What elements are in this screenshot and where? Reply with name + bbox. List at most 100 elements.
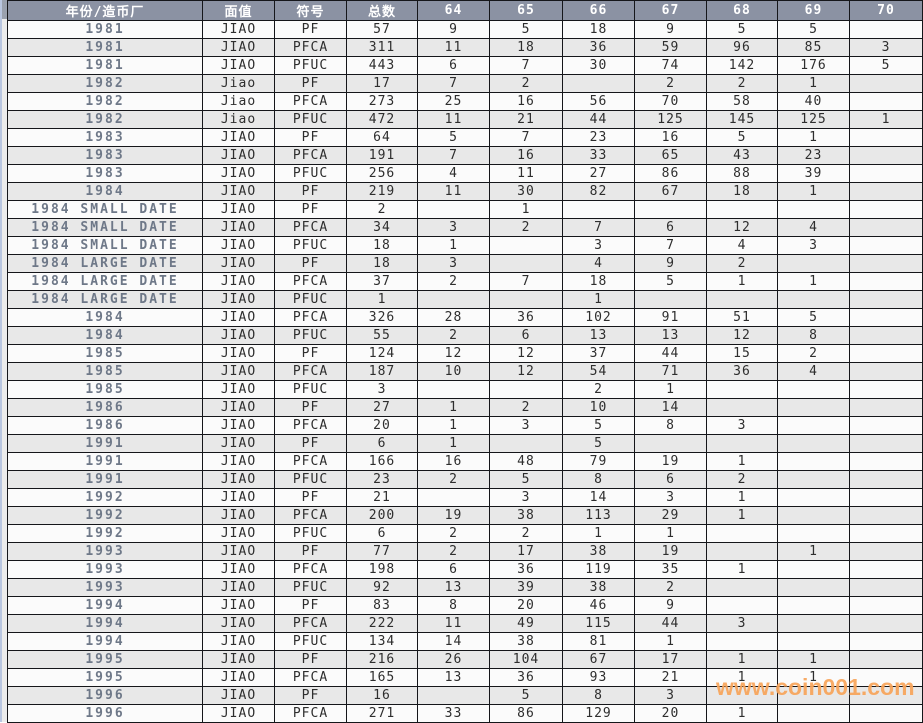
cell-total: 216 — [346, 650, 418, 669]
cell-65: 48 — [489, 452, 563, 471]
cell-69 — [777, 380, 850, 399]
cell-67: 5 — [634, 272, 707, 291]
col-header-year-mint: 年份/造币厂 — [7, 0, 203, 21]
col-header-grade-68: 68 — [706, 0, 778, 21]
cell-symbol: PF — [274, 182, 347, 201]
cell-67 — [634, 290, 707, 309]
cell-total: 27 — [346, 398, 418, 417]
cell-70 — [849, 218, 923, 237]
cell-denomination: JIAO — [202, 218, 275, 237]
cell-67: 3 — [634, 488, 707, 507]
cell-69: 1 — [777, 542, 850, 561]
table-row: 1986 JIAO PF 27 1 2 10 14 — [7, 398, 923, 417]
cell-70 — [849, 434, 923, 453]
cell-66: 8 — [562, 686, 635, 705]
cell-denomination: JIAO — [202, 668, 275, 687]
cell-symbol: PFUC — [274, 326, 347, 345]
cell-denomination: JIAO — [202, 380, 275, 399]
cell-69: 2 — [777, 344, 850, 363]
table-row: 1983 JIAO PFCA 191 7 16 33 65 43 23 — [7, 146, 923, 165]
cell-symbol: PFUC — [274, 578, 347, 597]
cell-total: 18 — [346, 254, 418, 273]
cell-67: 1 — [634, 380, 707, 399]
cell-69: 4 — [777, 362, 850, 381]
cell-67: 59 — [634, 38, 707, 57]
cell-66: 67 — [562, 650, 635, 669]
cell-65: 17 — [489, 542, 563, 561]
table-row: 1984 SMALL DATE JIAO PFUC 18 1 3 7 4 3 — [7, 236, 923, 255]
cell-70 — [849, 542, 923, 561]
cell-70 — [849, 704, 923, 723]
cell-total: 187 — [346, 362, 418, 381]
cell-total: 273 — [346, 92, 418, 111]
cell-70 — [849, 344, 923, 363]
cell-year: 1993 — [7, 578, 203, 597]
cell-65: 16 — [489, 146, 563, 165]
cell-69: 1 — [777, 650, 850, 669]
header-row: 年份/造币厂 面值 符号 总数 64 65 66 67 68 69 70 — [7, 0, 923, 21]
cell-denomination: JIAO — [202, 308, 275, 327]
cell-68 — [706, 380, 778, 399]
cell-denomination: JIAO — [202, 416, 275, 435]
table-row: 1982 Jiao PFCA 273 25 16 56 70 58 40 — [7, 92, 923, 111]
cell-66: 82 — [562, 182, 635, 201]
cell-67: 1 — [634, 632, 707, 651]
cell-year: 1991 — [7, 470, 203, 489]
table-row: 1991 JIAO PFUC 23 2 5 8 6 2 — [7, 470, 923, 489]
cell-total: 2 — [346, 200, 418, 219]
cell-64: 9 — [417, 20, 490, 39]
cell-total: 17 — [346, 74, 418, 93]
cell-69 — [777, 290, 850, 309]
cell-67 — [634, 434, 707, 453]
cell-year: 1984 LARGE DATE — [7, 254, 203, 273]
cell-year: 1993 — [7, 542, 203, 561]
cell-68: 51 — [706, 308, 778, 327]
cell-symbol: PFCA — [274, 38, 347, 57]
cell-68: 1 — [706, 272, 778, 291]
cell-64: 28 — [417, 308, 490, 327]
cell-66 — [562, 200, 635, 219]
cell-year: 1985 — [7, 380, 203, 399]
left-gutter-header — [2, 0, 7, 19]
table-row: 1984 LARGE DATE JIAO PFUC 1 1 — [7, 290, 923, 309]
cell-66: 4 — [562, 254, 635, 273]
cell-66: 54 — [562, 362, 635, 381]
cell-symbol: PF — [274, 200, 347, 219]
cell-66: 3 — [562, 236, 635, 255]
cell-year: 1994 — [7, 614, 203, 633]
cell-66: 1 — [562, 290, 635, 309]
cell-70 — [849, 254, 923, 273]
cell-69 — [777, 398, 850, 417]
cell-70 — [849, 182, 923, 201]
cell-69: 176 — [777, 56, 850, 75]
cell-66: 37 — [562, 344, 635, 363]
cell-64: 25 — [417, 92, 490, 111]
cell-denomination: JIAO — [202, 200, 275, 219]
cell-symbol: PFUC — [274, 164, 347, 183]
cell-68 — [706, 290, 778, 309]
table-row: 1983 JIAO PF 64 5 7 23 16 5 1 — [7, 128, 923, 147]
cell-65: 5 — [489, 470, 563, 489]
table-row: 1983 JIAO PFUC 256 4 11 27 86 88 39 — [7, 164, 923, 183]
cell-symbol: PF — [274, 20, 347, 39]
cell-69: 3 — [777, 236, 850, 255]
cell-70: 5 — [849, 56, 923, 75]
cell-denomination: JIAO — [202, 146, 275, 165]
cell-64: 5 — [417, 128, 490, 147]
cell-70 — [849, 380, 923, 399]
cell-67: 14 — [634, 398, 707, 417]
cell-64: 11 — [417, 38, 490, 57]
cell-denomination: JIAO — [202, 524, 275, 543]
cell-66: 1 — [562, 524, 635, 543]
cell-denomination: JIAO — [202, 398, 275, 417]
cell-68 — [706, 398, 778, 417]
cell-68: 88 — [706, 164, 778, 183]
col-header-total: 总数 — [346, 0, 418, 21]
cell-66: 7 — [562, 218, 635, 237]
cell-69 — [777, 704, 850, 723]
cell-67: 21 — [634, 668, 707, 687]
cell-66: 79 — [562, 452, 635, 471]
table-row: 1994 JIAO PFCA 222 11 49 115 44 3 — [7, 614, 923, 633]
cell-year: 1981 — [7, 56, 203, 75]
